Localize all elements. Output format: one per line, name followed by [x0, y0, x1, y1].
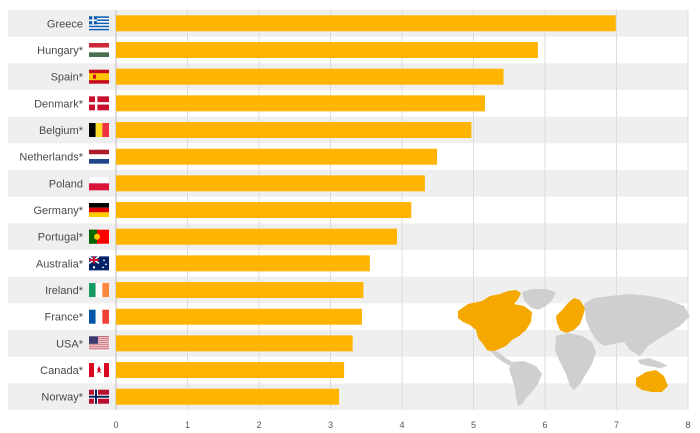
category-label: Portugal*	[38, 232, 84, 244]
map-north-america	[458, 290, 532, 352]
bar	[116, 202, 412, 219]
spain-flag-icon	[89, 69, 109, 84]
map-south-america	[509, 361, 542, 406]
canada-flag-icon	[89, 363, 109, 378]
category-label: Norway*	[41, 392, 83, 404]
greece-flag-icon	[89, 16, 109, 31]
x-tick-label: 2	[256, 420, 261, 430]
bar	[116, 255, 370, 272]
world-map-illustration	[458, 289, 690, 406]
x-tick-label: 5	[471, 420, 476, 430]
ireland-flag-icon	[89, 283, 109, 298]
bar	[116, 308, 362, 325]
map-europe	[556, 298, 585, 333]
australia-flag-icon	[88, 255, 109, 271]
map-australia	[636, 370, 668, 392]
belgium-flag-icon	[89, 123, 109, 138]
x-axis-ticks: 0 1 2 3 4 5 6 7 8	[113, 420, 690, 430]
bar	[116, 388, 340, 405]
bars	[116, 15, 616, 405]
map-greenland	[522, 289, 556, 310]
bar	[116, 362, 345, 379]
poland-flag-icon	[88, 176, 110, 191]
bar	[116, 282, 364, 299]
map-indonesia	[638, 358, 668, 368]
usa-flag-icon	[89, 336, 109, 351]
map-asia	[584, 294, 690, 356]
flags	[88, 16, 110, 404]
bar	[116, 148, 438, 165]
category-labels: Greece Hungary* Spain* Denmark* Belgium* Neth…	[19, 18, 83, 403]
x-tick-label: 6	[542, 420, 547, 430]
bar	[116, 95, 485, 112]
category-label: Hungary*	[37, 45, 84, 57]
x-tick-label: 3	[328, 420, 333, 430]
category-label: France*	[44, 312, 83, 324]
bar	[116, 42, 538, 59]
category-label: Spain*	[51, 72, 84, 84]
bar	[116, 122, 472, 139]
bar	[116, 68, 504, 85]
bar	[116, 335, 353, 352]
category-label: Greece	[47, 18, 83, 30]
category-label: Ireland*	[45, 285, 84, 297]
x-tick-label: 8	[685, 420, 690, 430]
category-label: Poland	[49, 178, 83, 190]
x-tick-label: 7	[614, 420, 619, 430]
denmark-flag-icon	[89, 96, 109, 111]
map-central-america	[490, 350, 512, 366]
category-label: Canada*	[40, 365, 84, 377]
category-label: Germany*	[33, 205, 83, 217]
netherlands-flag-icon	[89, 149, 109, 164]
row-band	[8, 383, 688, 411]
category-label: Netherlands*	[19, 152, 83, 164]
category-label: Belgium*	[39, 125, 84, 137]
map-africa	[555, 333, 596, 390]
x-tick-label: 1	[185, 420, 190, 430]
x-tick-label: 4	[399, 420, 404, 430]
bar	[116, 228, 397, 245]
bar	[116, 175, 425, 192]
category-label: Australia*	[36, 258, 84, 270]
france-flag-icon	[89, 309, 109, 324]
norway-flag-icon	[89, 389, 109, 404]
portugal-flag-icon	[89, 229, 109, 244]
germany-flag-icon	[89, 203, 109, 218]
hungary-flag-icon	[89, 43, 109, 58]
category-label: Denmark*	[34, 98, 84, 110]
category-label: USA*	[56, 338, 84, 350]
bar	[116, 15, 616, 32]
x-tick-label: 0	[113, 420, 118, 430]
